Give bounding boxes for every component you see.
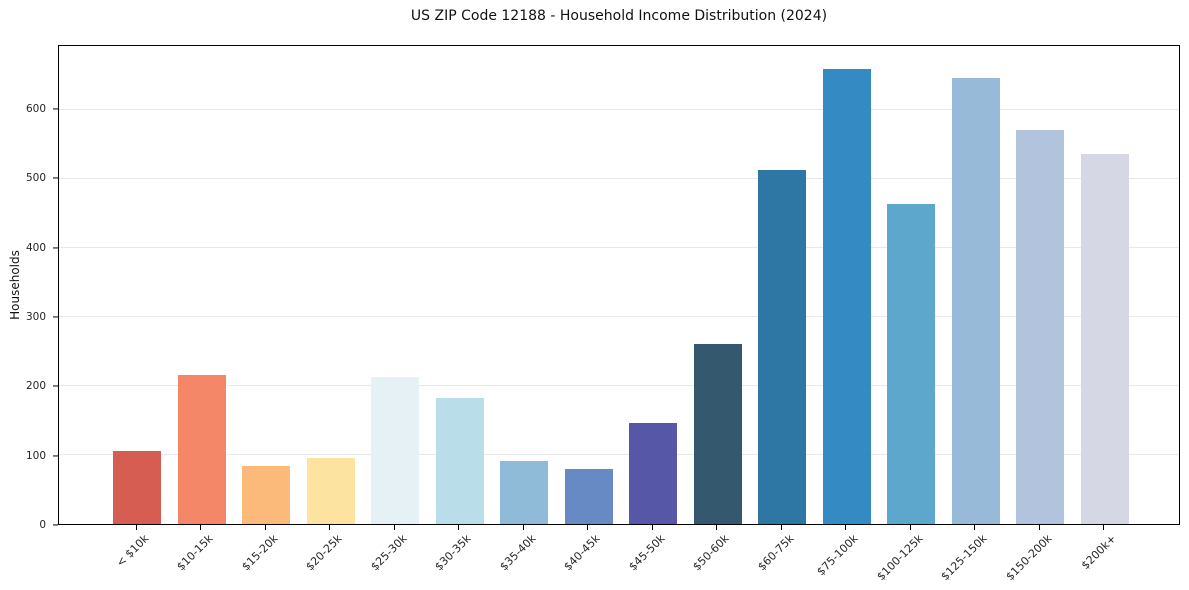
x-tick-mark-$200k+ <box>1103 525 1105 530</box>
x-tick-label-$100-125k: $100-125k <box>874 532 926 584</box>
y-tick-mark-200 <box>53 385 58 387</box>
y-tick-label-300: 300 <box>25 310 46 323</box>
x-tick-label-$45-50k: $45-50k <box>626 532 668 574</box>
y-tick-mark-0 <box>53 524 58 526</box>
x-tick-mark-$75-100k <box>845 525 847 530</box>
x-tick-label-$25-30k: $25-30k <box>368 532 410 574</box>
x-tick-label-$20-25k: $20-25k <box>303 532 345 574</box>
gridline-y-400 <box>59 246 1179 248</box>
y-tick-label-100: 100 <box>25 449 46 462</box>
bar-$100-125k <box>887 203 936 524</box>
y-tick-mark-400 <box>53 246 58 249</box>
y-tick-mark-100 <box>53 455 58 457</box>
y-tick-label-600: 600 <box>25 102 46 115</box>
x-axis: < $10k $10-15k $15-20k $20-25k $25-30k $30-35… <box>58 525 1180 590</box>
x-tick-label-$50-60k: $50-60k <box>690 532 732 574</box>
x-tick-mark-$100-125k <box>909 525 911 530</box>
y-tick-label-400: 400 <box>25 241 46 254</box>
bar-$45-50k <box>629 423 678 524</box>
y-tick-label-500: 500 <box>25 172 46 185</box>
x-tick-label-< $10k: < $10k <box>113 532 152 570</box>
bar-$20-25k <box>306 457 355 524</box>
x-tick-mark-$30-35k <box>458 525 460 530</box>
y-tick-mark-600 <box>53 108 58 110</box>
bar-$75-100k <box>822 68 871 524</box>
x-tick-mark-$40-45k <box>587 525 589 530</box>
gridline-y-300 <box>59 315 1179 317</box>
x-tick-label-$60-75k: $60-75k <box>755 532 797 574</box>
x-tick-mark-$15-20k <box>264 525 266 530</box>
x-tick-label-$150-200k: $150-200k <box>1003 532 1055 584</box>
x-tick-mark-< $10k <box>135 525 137 530</box>
bar-$25-30k <box>371 376 420 524</box>
x-tick-label-$200k+: $200k+ <box>1078 532 1119 573</box>
x-tick-label-$30-35k: $30-35k <box>432 532 474 574</box>
gridline-y-500 <box>59 177 1179 179</box>
gridline-y-600 <box>59 108 1179 110</box>
bar-$35-40k <box>500 461 549 524</box>
x-tick-mark-$150-200k <box>1038 525 1040 530</box>
bar-$40-45k <box>564 468 613 524</box>
x-tick-label-$125-150k: $125-150k <box>938 532 990 584</box>
x-tick-mark-$20-25k <box>329 525 331 530</box>
x-tick-mark-$60-75k <box>780 525 782 530</box>
x-tick-mark-$45-50k <box>651 525 653 530</box>
y-tick-label-0: 0 <box>39 519 46 531</box>
plot-area <box>58 45 1180 525</box>
bar-$10-15k <box>177 374 226 524</box>
x-tick-mark-$10-15k <box>200 525 202 530</box>
y-tick-mark-500 <box>53 177 58 179</box>
bar-$125-150k <box>951 78 1000 524</box>
bar-< $10k <box>113 451 162 524</box>
y-tick-mark-300 <box>53 316 58 318</box>
x-tick-mark-$35-40k <box>522 525 524 530</box>
x-tick-label-$40-45k: $40-45k <box>561 532 603 574</box>
bar-$50-60k <box>693 343 742 524</box>
bar-$30-35k <box>435 398 484 524</box>
x-tick-mark-$50-60k <box>716 525 718 530</box>
bar-$200k+ <box>1080 153 1129 524</box>
x-tick-label-$10-15k: $10-15k <box>174 532 216 574</box>
x-tick-mark-$125-150k <box>974 525 976 530</box>
gridline-y-200 <box>59 384 1179 386</box>
chart-title: US ZIP Code 12188 - Household Income Dis… <box>410 8 828 24</box>
bar-$150-200k <box>1016 129 1065 524</box>
x-tick-label-$35-40k: $35-40k <box>497 532 539 574</box>
bar-$15-20k <box>242 465 291 524</box>
y-axis: 0 100 200 300 400 500 600 <box>0 45 58 531</box>
gridline-y-100 <box>59 453 1179 455</box>
bar-$60-75k <box>758 170 807 524</box>
x-tick-label-$75-100k: $75-100k <box>814 532 861 579</box>
y-tick-label-200: 200 <box>25 380 46 393</box>
x-tick-label-$15-20k: $15-20k <box>239 532 281 574</box>
x-tick-mark-$25-30k <box>393 525 395 530</box>
